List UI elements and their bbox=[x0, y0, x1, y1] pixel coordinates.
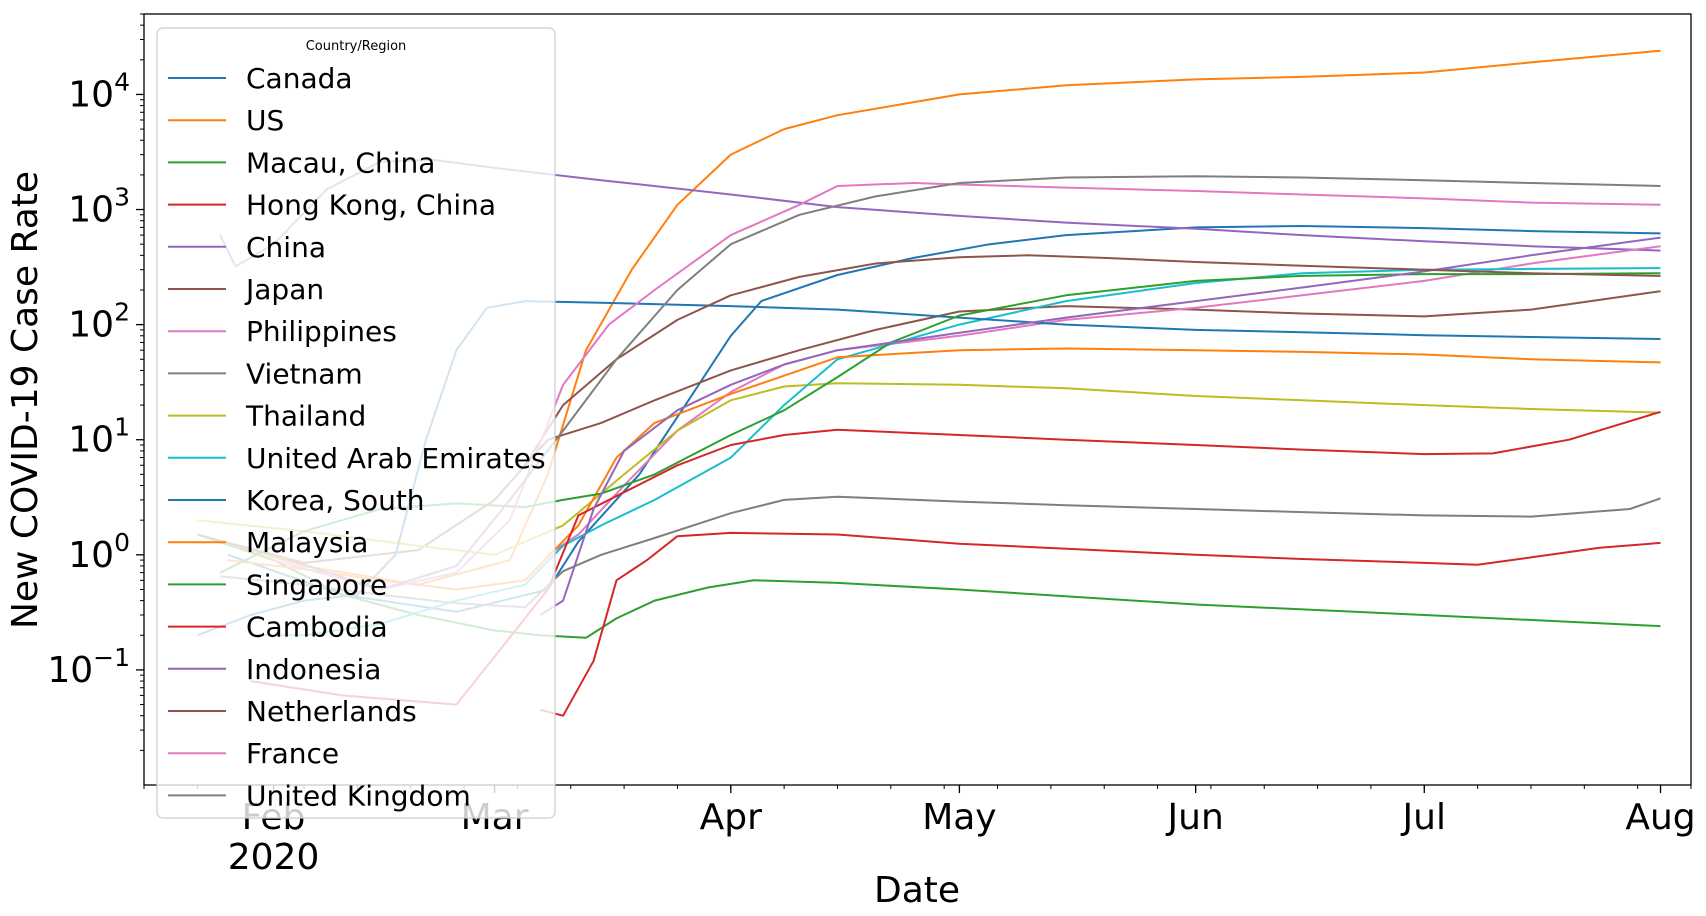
y-axis: 10−1 100 101 102 103 104 bbox=[47, 13, 144, 751]
legend-item: Vietnam bbox=[168, 357, 363, 390]
x-tick-label: Aug bbox=[1625, 797, 1695, 838]
legend-box bbox=[156, 27, 556, 819]
legend-label: Cambodia bbox=[246, 611, 388, 644]
y-tick-label: 104 bbox=[68, 67, 130, 115]
x-axis-title: Date bbox=[874, 870, 960, 911]
legend-item: United Arab Emirates bbox=[168, 442, 546, 475]
legend-label: Macau, China bbox=[246, 146, 435, 179]
legend-item: Netherlands bbox=[168, 695, 417, 728]
legend-item: Hong Kong, China bbox=[168, 189, 496, 222]
series-line-14 bbox=[539, 236, 1661, 616]
legend-item: US bbox=[168, 104, 284, 137]
y-axis-title: New COVID-19 Case Rate bbox=[5, 171, 46, 629]
series-line-3 bbox=[540, 531, 1661, 717]
x-tick-label: Jun bbox=[1166, 797, 1224, 838]
series-line-6 bbox=[547, 245, 1661, 556]
legend-label: Hong Kong, China bbox=[246, 189, 496, 222]
legend-label: United Kingdom bbox=[246, 779, 471, 812]
legend-item: Thailand bbox=[168, 400, 366, 433]
y-tick-label: 10−1 bbox=[47, 643, 130, 691]
legend-label: Thailand bbox=[245, 400, 366, 433]
legend-item: Canada bbox=[168, 62, 353, 95]
legend-item: France bbox=[168, 737, 339, 770]
legend-item: China bbox=[168, 231, 326, 264]
legend-label: Japan bbox=[244, 273, 324, 306]
legend-label: France bbox=[246, 737, 339, 770]
legend-label: Singapore bbox=[246, 568, 387, 601]
legend-item: United Kingdom bbox=[168, 779, 471, 812]
legend-item: Singapore bbox=[168, 568, 387, 601]
legend-label: US bbox=[246, 104, 284, 137]
legend-label: Indonesia bbox=[246, 653, 381, 686]
x-tick-label: Apr bbox=[700, 797, 762, 838]
x-year-label: 2020 bbox=[228, 837, 320, 878]
legend-label: United Arab Emirates bbox=[246, 442, 546, 475]
legend-item: Philippines bbox=[168, 315, 397, 348]
legend-item: Japan bbox=[168, 273, 324, 306]
y-tick-label: 101 bbox=[68, 413, 130, 461]
legend-item: Korea, South bbox=[168, 484, 425, 517]
legend-label: Korea, South bbox=[246, 484, 425, 517]
legend-item: Macau, China bbox=[168, 146, 435, 179]
legend: Country/Region Canada US Macau, China Hong … bbox=[156, 27, 556, 819]
legend-label: China bbox=[246, 231, 326, 264]
y-tick-label: 102 bbox=[68, 298, 130, 346]
y-tick-label: 103 bbox=[68, 183, 130, 231]
legend-label: Malaysia bbox=[246, 526, 368, 559]
legend-items: Canada US Macau, China Hong Kong, China Chin… bbox=[168, 62, 546, 812]
plot-frame bbox=[143, 13, 1692, 786]
legend-label: Netherlands bbox=[246, 695, 417, 728]
y-tick-label: 100 bbox=[68, 528, 130, 576]
legend-title: Country/Region bbox=[306, 39, 407, 54]
legend-label: Vietnam bbox=[246, 357, 363, 390]
x-tick-label: May bbox=[922, 797, 996, 838]
series-line-15 bbox=[524, 254, 1661, 466]
x-tick-label: Jul bbox=[1401, 797, 1446, 838]
legend-label: Philippines bbox=[246, 315, 397, 348]
legend-label: Canada bbox=[246, 62, 353, 95]
legend-item: Cambodia bbox=[168, 611, 388, 644]
legend-item: Indonesia bbox=[168, 653, 381, 686]
legend-item: Malaysia bbox=[168, 526, 368, 559]
